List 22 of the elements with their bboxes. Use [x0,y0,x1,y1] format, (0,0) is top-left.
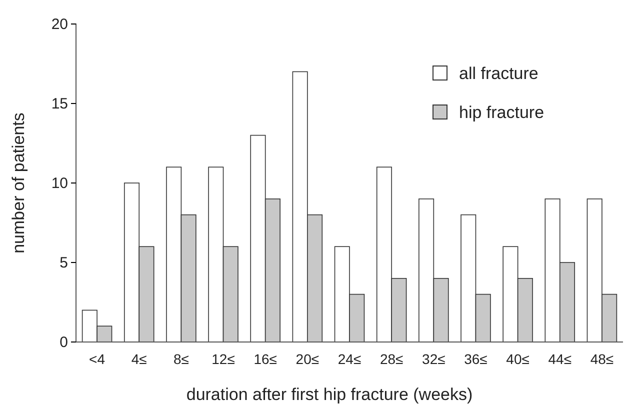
y-axis-title: number of patients [9,112,28,254]
x-tick-label: 44≤ [548,350,572,367]
legend-label: all fracture [459,64,538,83]
y-tick-label: 20 [51,16,68,33]
x-tick-label: 28≤ [380,350,404,367]
x-axis-title: duration after first hip fracture (weeks) [186,385,473,404]
x-tick-label: 32≤ [422,350,446,367]
x-tick-label: 8≤ [173,350,190,367]
x-tick-label: 4≤ [131,350,148,367]
y-tick-label: 0 [60,334,68,351]
x-tick-label: 20≤ [296,350,320,367]
x-tick-label: <4 [89,350,106,367]
y-tick-label: 15 [51,95,68,112]
x-tick-label: 24≤ [338,350,362,367]
y-tick-label: 5 [60,254,68,272]
x-tick-label: 16≤ [254,350,278,367]
y-tick-label: 10 [51,174,68,192]
x-tick-label: 12≤ [212,350,236,367]
x-tick-label: 36≤ [464,350,488,367]
x-tick-label: 40≤ [506,350,530,367]
legend-label: hip fracture [459,103,544,122]
x-tick-label: 48≤ [590,350,614,367]
